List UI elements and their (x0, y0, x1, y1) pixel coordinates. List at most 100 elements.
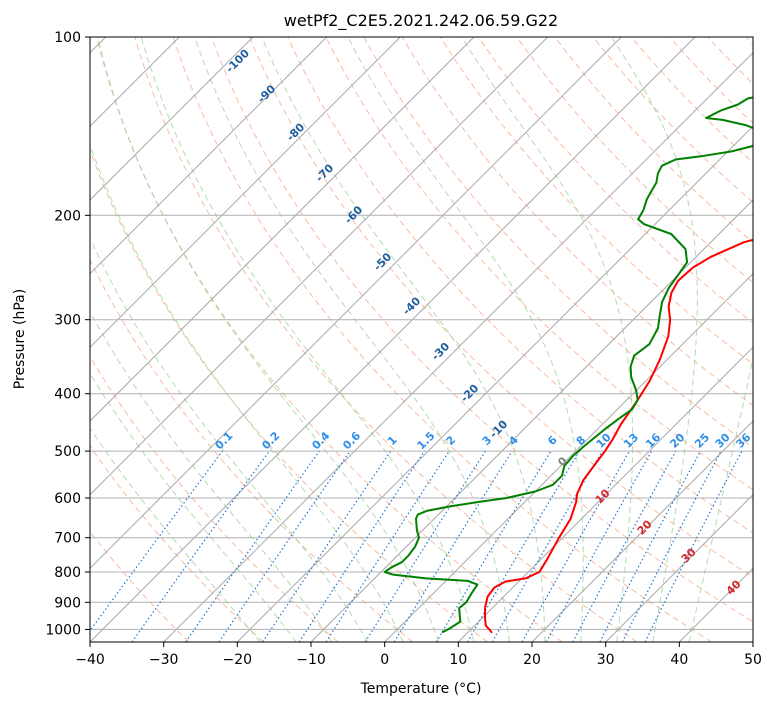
mixing-ratio-line (218, 450, 351, 642)
dry-adiabat-line (90, 258, 414, 642)
dry-adiabat-label: -30 (429, 340, 452, 363)
moist-adiabat-line (261, 37, 546, 642)
mixing-ratio-line (393, 450, 513, 642)
moist-adiabat-label: 10 (593, 486, 613, 506)
y-tick-label: 900 (54, 595, 81, 611)
y-axis-label: Pressure (hPa) (12, 289, 28, 389)
mixing-ratio-line (325, 450, 450, 642)
isotherm-line (163, 51, 753, 642)
mixing-ratio-label: 0.2 (259, 429, 282, 452)
dry-adiabat-line (90, 148, 488, 642)
moist-adiabat-line (194, 37, 510, 642)
dry-adiabat-line (325, 37, 753, 491)
y-tick-label: 400 (54, 387, 81, 403)
moist-adiabat-line (688, 355, 753, 642)
mixing-ratio-label: 10 (594, 430, 614, 450)
mixing-ratio-label: 1 (385, 433, 400, 448)
isotherm-line (90, 37, 401, 349)
y-tick-label: 100 (54, 30, 81, 46)
dry-adiabat-label: -50 (371, 250, 394, 273)
x-tick-label: 50 (744, 652, 762, 668)
y-tick-label: 300 (54, 313, 81, 329)
chart-title: wetPf2_C2E5.2021.242.06.59.G22 (284, 11, 558, 31)
y-tick-label: 200 (54, 208, 81, 224)
mixing-ratio-line (262, 450, 392, 642)
mixing-ratio-line (364, 450, 486, 642)
y-tick-label: 800 (54, 565, 81, 581)
mixing-ratio-label: 0.6 (340, 429, 363, 452)
mixing-ratio-label: 0.4 (309, 429, 332, 452)
mixing-ratio-label: 13 (621, 431, 641, 451)
sounding-line (484, 238, 753, 634)
dry-adiabat-line (249, 37, 753, 578)
isotherm-line (310, 199, 753, 642)
isotherm-line (90, 37, 254, 201)
mixing-ratio-label: 30 (713, 430, 733, 450)
mixing-ratio-label: 16 (643, 430, 663, 450)
x-tick-label: −20 (223, 652, 253, 668)
moist-adiabat-label: 20 (635, 517, 655, 537)
x-tick-label: −40 (75, 652, 105, 668)
y-tick-label: 700 (54, 531, 81, 547)
isotherm-line (605, 493, 753, 642)
dry-adiabat-line (90, 355, 339, 642)
isotherm-line (457, 346, 753, 642)
dry-adiabat-label: -90 (255, 82, 278, 105)
moist-adiabat-line (90, 372, 297, 642)
mixing-ratio-label: 25 (692, 431, 712, 451)
mixing-ratio-line (131, 450, 270, 642)
dry-adiabat-line (554, 37, 753, 243)
moist-adiabat-line (90, 427, 261, 642)
isotherm-line (531, 420, 753, 642)
x-tick-label: 40 (670, 652, 688, 668)
isotherm-line (90, 37, 475, 422)
moist-adiabat-line (90, 310, 333, 642)
isotherm-line (90, 37, 549, 496)
dry-adiabat-label: -40 (400, 294, 423, 317)
isotherm-line (90, 37, 328, 275)
dry-adiabat-line (707, 37, 753, 85)
mixing-ratio-line (298, 450, 425, 642)
mixing-ratio-label: 0.1 (213, 429, 236, 452)
dry-adiabat-label: -70 (313, 161, 336, 184)
mixing-ratio-label: 6 (545, 433, 560, 448)
isotherm-line (384, 272, 753, 642)
y-tick-label: 600 (54, 491, 81, 507)
dry-adiabat-line (439, 37, 753, 365)
x-tick-label: −30 (149, 652, 179, 668)
isotherm-line (236, 125, 753, 642)
mixing-ratio-label: 20 (667, 430, 687, 450)
dry-adiabat-line (90, 531, 190, 642)
dry-adiabat-line (90, 445, 264, 642)
mixing-ratio-label: 8 (574, 433, 589, 448)
dry-adiabat-label: -100 (223, 47, 252, 76)
isotherm-line (90, 37, 696, 642)
mixing-ratio-line (435, 450, 552, 642)
dry-adiabat-line (210, 37, 753, 623)
mixing-ratio-line (185, 450, 320, 642)
mixing-ratio-line (521, 450, 631, 642)
mixing-ratio-label: 4 (506, 433, 521, 448)
moist-adiabat-line (610, 37, 698, 642)
x-tick-label: 10 (449, 652, 467, 668)
sounding-line (383, 96, 753, 634)
y-tick-label: 500 (54, 444, 81, 460)
dry-adiabat-line (134, 37, 638, 642)
mixing-ratio-line (545, 450, 653, 642)
x-axis-label: Temperature (°C) (360, 681, 482, 697)
moist-adiabat-line (90, 142, 404, 642)
y-tick-label: 1000 (45, 622, 81, 638)
moist-adiabat-line (90, 236, 369, 642)
mixing-ratio-line (90, 450, 223, 632)
mixing-ratio-line (572, 450, 677, 642)
mixing-ratio-label: 1.5 (415, 429, 438, 452)
mixing-ratio-line (599, 450, 702, 642)
mixing-ratio-label: 2 (444, 433, 459, 448)
moist-adiabat-label: 30 (679, 545, 699, 565)
moist-adiabat-line (461, 37, 634, 642)
x-tick-label: −10 (296, 652, 326, 668)
x-tick-label: 30 (597, 652, 615, 668)
moist-adiabat-line (140, 37, 475, 642)
mixing-ratio-line (644, 450, 743, 642)
